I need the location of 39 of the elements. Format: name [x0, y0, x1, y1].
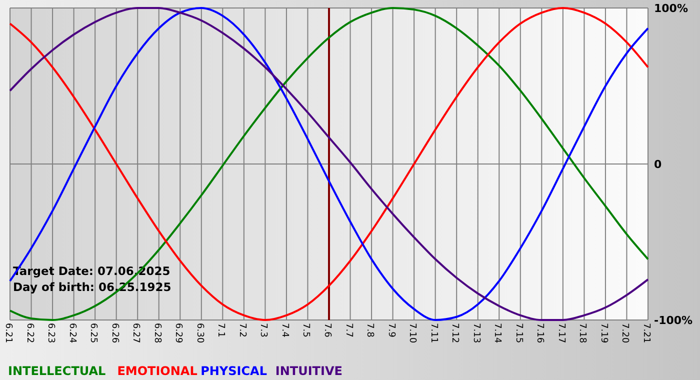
x-tick-label: 7.19	[598, 323, 608, 344]
x-tick-label: 7.6	[322, 323, 332, 338]
y-tick-label: 100%	[654, 2, 688, 15]
x-tick-label: 7.11	[428, 323, 438, 344]
x-tick-label: 6.27	[130, 323, 141, 344]
x-tick-label: 7.4	[279, 323, 290, 338]
x-tick-label: 7.16	[534, 323, 545, 344]
x-tick-label: 6.23	[46, 323, 56, 344]
x-tick-label: 7.1	[216, 323, 226, 338]
x-tick-label: 7.10	[407, 323, 418, 344]
x-tick-label: 7.9	[386, 323, 396, 338]
line-series	[9, 7, 649, 321]
x-tick-label: 7.14	[492, 323, 502, 344]
x-tick-label: 7.20	[620, 323, 630, 344]
x-tick-label: 7.15	[513, 323, 524, 344]
y-tick-label: 0	[654, 158, 662, 171]
x-tick-label: 6.22	[24, 323, 34, 344]
x-tick-label: 7.17	[556, 323, 566, 344]
x-tick-label: 7.8	[364, 323, 375, 338]
text: PHYSICAL	[200, 364, 268, 378]
x-tick-label: 7.5	[300, 323, 311, 338]
x-tick-label: 7.2	[236, 323, 247, 338]
text: EMOTIONAL	[117, 364, 198, 378]
x-tick-label: 6.29	[173, 323, 184, 344]
x-tick-label: 7.7	[343, 323, 354, 338]
x-tick-label: 7.18	[577, 323, 588, 344]
x-tick-label: 6.30	[194, 323, 204, 344]
x-tick-label: 7.21	[641, 323, 651, 344]
x-tick-label: 6.24	[66, 323, 77, 344]
x-tick-label: 6.25	[88, 323, 98, 344]
x-tick-label: 6.26	[109, 323, 120, 344]
x-tick-label: 7.12	[450, 323, 460, 344]
text: INTELLECTUAL	[8, 364, 106, 378]
x-tick-label: 7.13	[470, 323, 481, 344]
y-tick-label: -100%	[654, 314, 693, 327]
x-tick-label: 6.21	[3, 323, 13, 344]
x-tick-label: 6.28	[152, 323, 162, 344]
x-tick-label: 7.3	[258, 323, 268, 338]
text: INTUITIVE	[275, 364, 342, 378]
